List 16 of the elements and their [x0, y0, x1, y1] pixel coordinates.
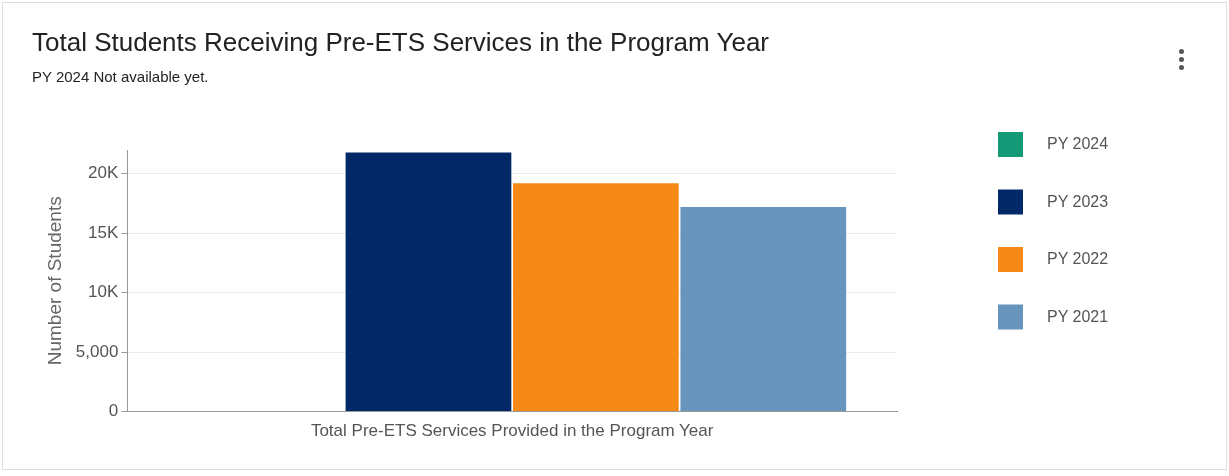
- y-tick-label: 5,000: [75, 341, 119, 361]
- y-tick-label: 20K: [88, 163, 119, 183]
- y-axis-title: Number of Students: [43, 196, 65, 366]
- x-tick-label: Total Pre-ETS Services Provided in the Program Year: [310, 421, 714, 441]
- legend-label: PY 2023: [1047, 192, 1109, 210]
- y-tick-label: 15K: [88, 222, 119, 242]
- y-tick-label: 0: [108, 401, 119, 421]
- y-tick-label: 10K: [88, 282, 119, 302]
- bar: [680, 207, 847, 412]
- chart-subtitle: PY 2024 Not available yet.: [32, 68, 209, 85]
- bar: [345, 152, 512, 412]
- chart-title: Total Students Receiving Pre-ETS Services in the Program Year: [32, 27, 770, 58]
- legend-label: PY 2022: [1047, 250, 1109, 268]
- legend-label: PY 2021: [1047, 307, 1109, 325]
- legend-label: PY 2024: [1047, 135, 1109, 153]
- bar: [513, 183, 679, 412]
